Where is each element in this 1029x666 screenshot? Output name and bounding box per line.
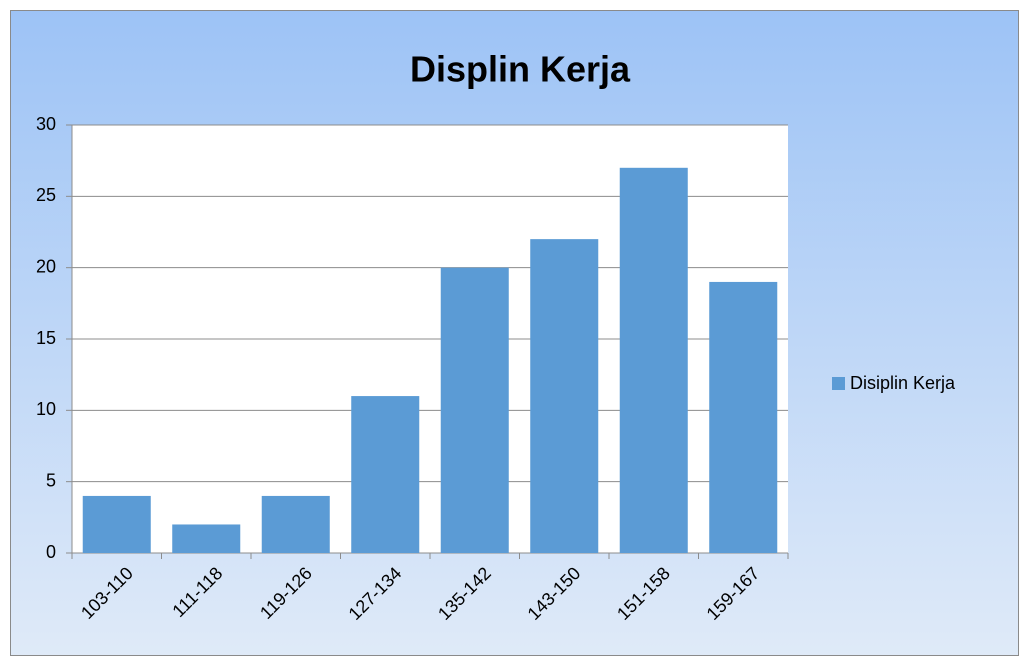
bar [709,281,778,553]
y-tick-label: 15 [36,328,56,348]
y-tick-label: 10 [36,399,56,419]
y-tick-label: 25 [36,185,56,205]
bar [440,267,509,553]
bar [619,167,688,554]
y-tick-label: 20 [36,256,56,276]
bar [351,396,420,553]
y-tick-label: 30 [36,114,56,134]
y-tick-label: 0 [46,542,56,562]
bar [82,495,151,553]
bar [172,524,241,553]
bar [530,239,599,553]
y-tick-label: 5 [46,470,56,490]
chart-title: Displin Kerja [410,49,631,90]
legend-label: Disiplin Kerja [850,373,956,393]
legend-swatch [832,377,845,390]
bar [261,495,330,553]
